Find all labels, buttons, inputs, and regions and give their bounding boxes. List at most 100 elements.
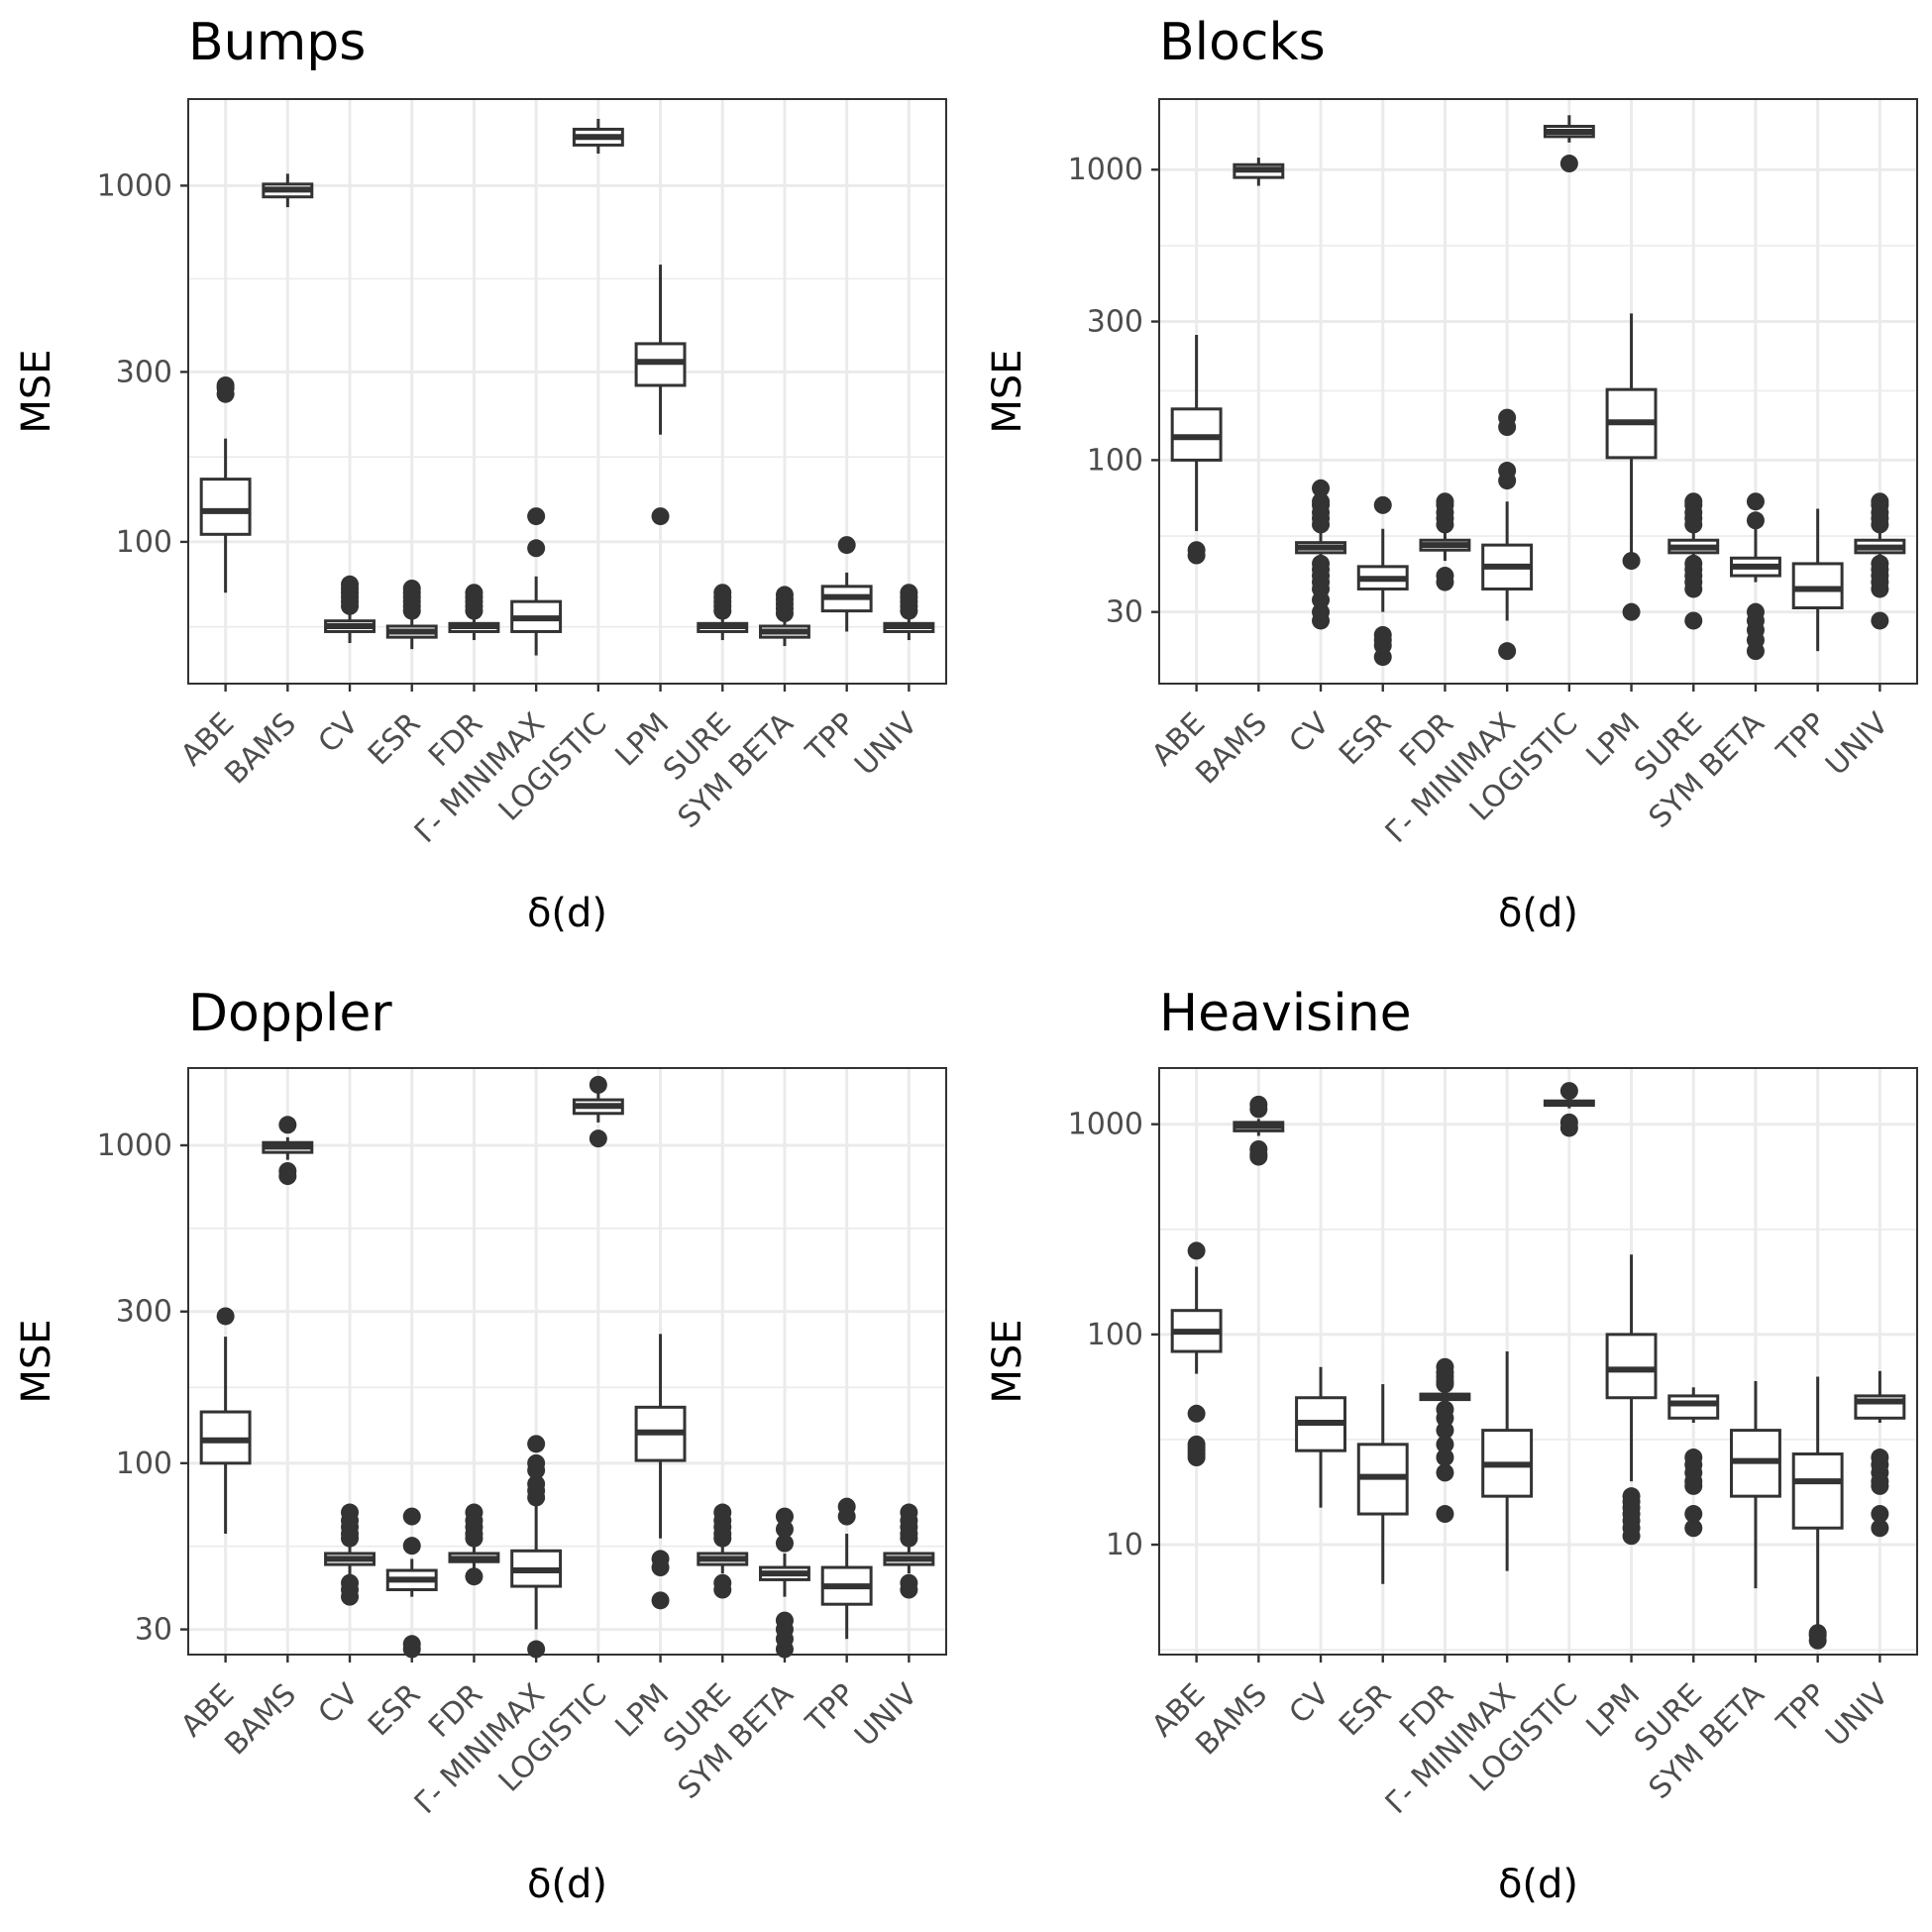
x-tick-label: BAMS: [1189, 706, 1274, 792]
outlier-point: [1436, 567, 1454, 586]
outlier-point: [341, 1573, 360, 1592]
box-cv: [324, 575, 376, 644]
outlier-point: [1436, 1505, 1454, 1524]
outlier-point: [1622, 552, 1641, 571]
outlier-point: [900, 1503, 918, 1522]
y-tick-label: 1000: [97, 1128, 172, 1163]
chart-title: Blocks: [1159, 13, 1326, 72]
outlier-point: [527, 1453, 546, 1472]
outlier-point: [1684, 1505, 1703, 1524]
outlier-point: [651, 507, 670, 526]
outlier-point: [465, 584, 483, 602]
outlier-point: [1559, 1082, 1578, 1101]
x-tick-label: BAMS: [218, 1677, 303, 1763]
box-logistic: [572, 1075, 624, 1148]
y-tick-label: 100: [1087, 1318, 1143, 1352]
outlier-point: [1746, 492, 1765, 511]
box--minimax: [510, 507, 563, 656]
box-esr: [1356, 495, 1409, 667]
box--minimax: [1481, 1351, 1534, 1571]
outlier-point: [775, 1520, 794, 1539]
y-axis-title: MSE: [14, 349, 59, 433]
box-sure: [697, 584, 749, 641]
outlier-point: [216, 1307, 235, 1326]
outlier-point: [1871, 611, 1889, 630]
outlier-point: [1436, 492, 1454, 511]
outlier-point: [837, 1497, 856, 1516]
outlier-point: [1684, 611, 1703, 630]
box-lpm: [634, 1334, 687, 1610]
chart-title: Doppler: [188, 984, 392, 1043]
box-univ: [1854, 1370, 1906, 1538]
outlier-point: [775, 1611, 794, 1630]
x-tick-label: CV: [1283, 706, 1337, 760]
outlier-point: [1684, 554, 1703, 573]
x-tick-label: ESR: [362, 706, 427, 772]
outlier-point: [1436, 1463, 1454, 1482]
outlier-point: [589, 1129, 607, 1148]
y-tick-label: 300: [116, 355, 172, 389]
y-axis-title: MSE: [14, 1319, 59, 1403]
outlier-point: [465, 1503, 483, 1522]
y-tick-label: 100: [1087, 443, 1143, 478]
x-tick-label: BAMS: [218, 706, 303, 792]
x-axis-title: δ(d): [527, 891, 607, 936]
panel-border: [187, 1067, 947, 1656]
y-tick-label: 300: [1087, 305, 1143, 340]
box-univ: [883, 584, 935, 641]
x-tick-label: CV: [1283, 1677, 1337, 1731]
x-tick-label: UNIV: [1819, 1677, 1895, 1754]
box-tpp: [820, 536, 873, 632]
box-tpp: [1791, 508, 1844, 652]
chart-title: Heavisine: [1159, 984, 1412, 1043]
outlier-point: [1622, 602, 1641, 621]
outlier-point: [837, 536, 856, 555]
box-sym-beta: [1730, 492, 1781, 661]
box-lpm: [634, 265, 687, 526]
plot-background: [188, 99, 946, 684]
box-logistic: [1543, 1082, 1595, 1137]
y-tick-label: 100: [116, 1447, 172, 1481]
outlier-point: [1871, 1519, 1889, 1538]
x-axis-title: δ(d): [527, 1862, 607, 1907]
outlier-point: [1187, 1404, 1206, 1423]
box-sure: [1667, 492, 1720, 630]
box-bams: [1233, 1095, 1285, 1166]
outlier-point: [775, 586, 794, 604]
box-esr: [1356, 1384, 1409, 1584]
outlier-point: [1808, 1624, 1827, 1643]
panel-border: [187, 98, 947, 685]
outlier-point: [775, 1507, 794, 1526]
box--minimax: [1481, 408, 1534, 661]
y-tick-label: 30: [135, 1613, 172, 1648]
outlier-point: [1684, 1449, 1703, 1467]
outlier-point: [1373, 625, 1392, 644]
y-tick-label: 1000: [1068, 1108, 1143, 1142]
outlier-point: [1498, 462, 1517, 481]
x-tick-label: CV: [312, 1677, 366, 1731]
x-tick-label: CV: [312, 706, 366, 760]
outlier-point: [1436, 1357, 1454, 1376]
x-tick-label: ESR: [362, 1677, 427, 1743]
outlier-point: [1312, 554, 1331, 573]
outlier-point: [1684, 1519, 1703, 1538]
x-tick-label: ESR: [1333, 706, 1398, 772]
x-tick-label: UNIV: [848, 1677, 924, 1754]
outlier-point: [1187, 541, 1206, 560]
outlier-point: [713, 1503, 732, 1522]
box-bams: [262, 173, 314, 208]
outlier-point: [278, 1161, 297, 1180]
outlier-point: [527, 539, 546, 558]
y-axis-title: MSE: [985, 349, 1030, 433]
outlier-point: [402, 1507, 421, 1526]
outlier-point: [341, 1503, 360, 1522]
outlier-point: [1498, 642, 1517, 661]
outlier-point: [1312, 492, 1331, 511]
outlier-point: [402, 1635, 421, 1654]
box-tpp: [820, 1497, 873, 1640]
outlier-point: [1187, 1241, 1206, 1260]
